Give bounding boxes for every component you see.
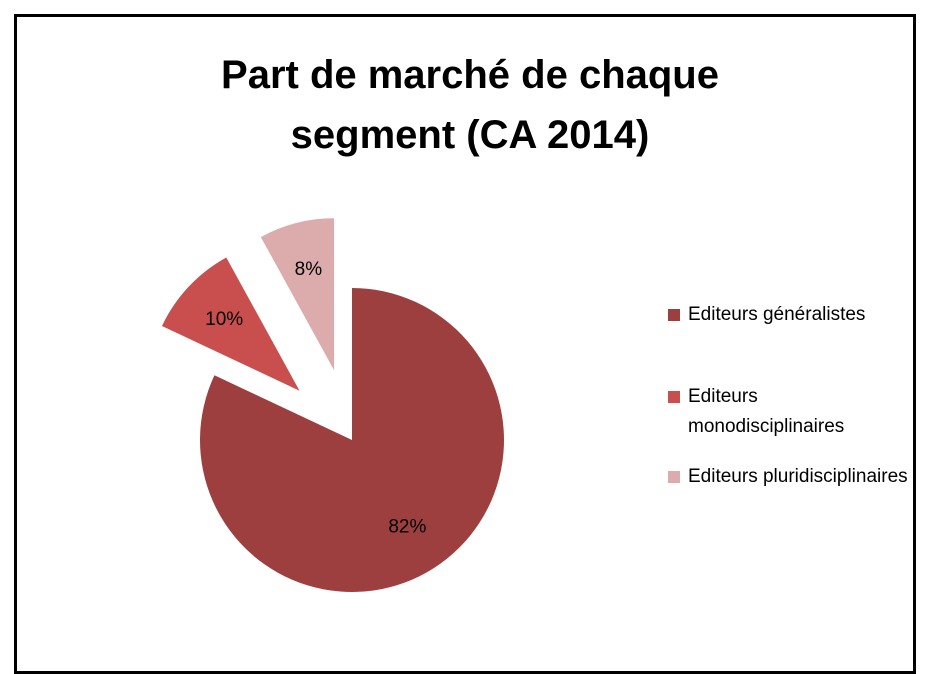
legend-label: Editeurs pluridisciplinaires bbox=[688, 466, 908, 487]
chart-title: Part de marché de chaque segment (CA 201… bbox=[221, 53, 719, 157]
legend-swatch bbox=[668, 309, 680, 321]
legend-label: Editeurs généralistes bbox=[688, 304, 866, 325]
pie-slice bbox=[260, 218, 335, 371]
pie-slice bbox=[161, 257, 300, 391]
chart: 82% 10% 8% bbox=[161, 218, 504, 592]
data-label: 10% bbox=[205, 309, 243, 330]
data-label: 82% bbox=[388, 516, 426, 537]
data-label: 8% bbox=[295, 259, 323, 280]
legend-swatch bbox=[668, 471, 680, 483]
legend-item: Editeurs pluridisciplinaires bbox=[668, 462, 918, 492]
legend-label: Editeurs monodisciplinaires bbox=[688, 386, 845, 437]
pie-slice bbox=[200, 288, 504, 592]
page: Part de marché de chaque segment (CA 201… bbox=[14, 14, 918, 674]
legend-swatch bbox=[668, 391, 680, 403]
legend-item: Editeurs monodisciplinaires bbox=[668, 382, 918, 442]
legend-item: Editeurs généralistes bbox=[668, 300, 918, 330]
